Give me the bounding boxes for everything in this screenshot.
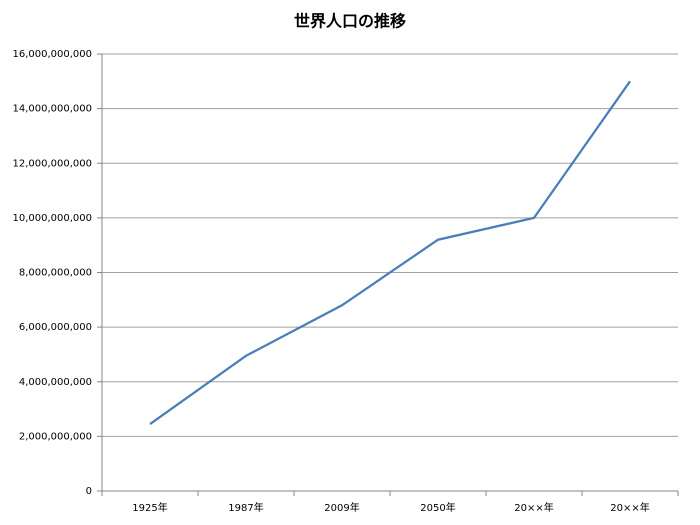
x-tick-label: 1987年: [228, 501, 263, 514]
y-tick-label: 4,000,000,000: [19, 377, 92, 388]
y-tick-label: 14,000,000,000: [12, 104, 92, 115]
y-tick-label: 0: [86, 486, 92, 497]
y-tick-label: 16,000,000,000: [12, 49, 92, 60]
y-tick-label: 8,000,000,000: [19, 268, 92, 279]
y-tick-label: 10,000,000,000: [12, 213, 92, 224]
x-tick-label: 1925年: [132, 501, 167, 514]
y-tick-label: 6,000,000,000: [19, 322, 92, 333]
data-line: [149, 80, 631, 426]
x-tick-label: 20××年: [514, 501, 553, 514]
x-tick-label: 20××年: [610, 501, 649, 514]
y-tick-label: 2,000,000,000: [19, 431, 92, 442]
x-tick-label: 2050年: [420, 501, 455, 514]
y-tick-label: 12,000,000,000: [12, 158, 92, 169]
x-tick-label: 2009年: [324, 501, 359, 514]
chart-title: 世界人口の推移: [294, 12, 406, 31]
